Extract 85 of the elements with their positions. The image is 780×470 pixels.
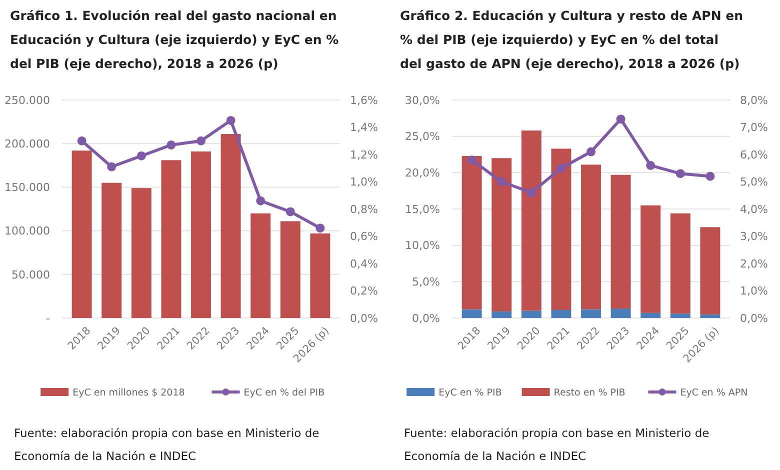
chart-title: Gráfico 1. Evolución real del gasto nacional en Educación y Cultura (eje izquierdo) y EyC en % del PIB (eje derecho), 2018 a 2026 (p) (10, 8, 340, 71)
chart-title: Gráfico 2. Educación y Cultura y resto de APN en % del PIB (eje izquierdo) y EyC en % del total del gasto de APN (eje derecho), 2018 a 2026 (p) (400, 8, 744, 71)
bar (462, 156, 482, 310)
y2-tick-label: 1,0% (350, 176, 378, 189)
point (316, 224, 325, 233)
bar (610, 308, 631, 318)
bar (581, 309, 601, 318)
y2-tick-label: 8,0% (740, 94, 768, 107)
y-tick-label: 0,0% (412, 312, 440, 325)
source-note: Fuente: elaboración propia con base en Ministerio de Economía de la Nación e INDEC (14, 426, 320, 463)
bar (700, 227, 720, 314)
bar (250, 213, 271, 318)
y2-tick-label: 1,0% (740, 284, 768, 298)
y2-tick-label: 0,6% (350, 230, 378, 244)
legend-label: EyC en % APN (680, 387, 748, 398)
y2-tick-label: 7,0% (740, 121, 768, 134)
bar (521, 310, 542, 318)
y2-tick-label: 6,0% (740, 148, 768, 162)
y2-tick-label: 0,2% (350, 284, 378, 298)
point (497, 177, 506, 186)
bar (280, 221, 300, 318)
legend-label: EyC en % del PIB (244, 387, 325, 398)
y-tick-label: 100.000 (4, 224, 50, 238)
bar (670, 314, 690, 318)
bar (131, 188, 152, 318)
bar (102, 182, 122, 318)
point (226, 116, 236, 125)
bar (670, 213, 690, 314)
y2-tick-label: 0,0% (350, 312, 378, 325)
y-tick-label: 150.000 (4, 181, 50, 194)
bar (220, 134, 241, 318)
point (676, 169, 685, 178)
bar (72, 150, 92, 318)
y-tick-label: 10,0% (405, 239, 440, 252)
y2-tick-label: 4,0% (740, 202, 768, 216)
y2-tick-label: 0,8% (350, 202, 378, 216)
bar (610, 174, 631, 309)
legend-label: EyC en millones $ 2018 (72, 387, 185, 398)
y2-tick-label: 1,4% (350, 121, 378, 134)
y2-tick-label: 0,4% (350, 257, 378, 270)
y-tick-label: 25,0% (405, 130, 440, 144)
point (616, 114, 626, 124)
y2-tick-label: 1,2% (350, 148, 378, 162)
y2-tick-label: 2,0% (740, 257, 768, 270)
y-tick-label: 200.000 (4, 137, 50, 150)
y2-tick-label: 5,0% (740, 176, 768, 189)
point (166, 140, 176, 150)
bar (640, 205, 661, 313)
point (646, 160, 656, 170)
y-tick-label: 50.000 (12, 268, 50, 282)
y-tick-label: 250.000 (4, 94, 50, 107)
bar (551, 148, 572, 310)
bar (700, 314, 720, 318)
bar (462, 309, 482, 318)
legend-label: EyC en % PIB (438, 387, 502, 398)
bar (310, 233, 330, 318)
y-tick-label: 5,0% (412, 276, 440, 289)
bar (191, 151, 211, 318)
y2-tick-label: 3,0% (740, 230, 768, 244)
point (467, 155, 476, 164)
source-note: Fuente: elaboración propia con base en Ministerio de Economía de la Nación e INDEC (404, 426, 710, 463)
point (136, 151, 146, 160)
bar (492, 158, 512, 312)
bar (640, 312, 661, 318)
bar (161, 160, 182, 318)
y-tick-label: 20,0% (405, 166, 440, 180)
point (196, 136, 206, 146)
y2-tick-label: 1,6% (350, 94, 378, 107)
bar (551, 310, 572, 318)
y-tick-label: - (46, 312, 50, 325)
point (107, 162, 116, 172)
point (526, 188, 536, 198)
bar (521, 130, 542, 311)
y2-tick-label: 0,0% (740, 312, 768, 325)
y-tick-label: 30,0% (405, 94, 440, 107)
point (256, 196, 266, 206)
point (286, 207, 295, 216)
point (556, 164, 566, 173)
y-tick-label: 15,0% (405, 202, 440, 216)
point (706, 172, 715, 181)
legend-label: Resto en % PIB (554, 387, 626, 398)
bar (492, 311, 512, 318)
point (77, 136, 86, 146)
point (586, 147, 596, 156)
bar (581, 164, 601, 310)
